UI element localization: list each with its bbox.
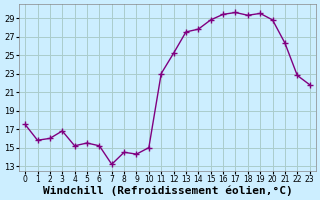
X-axis label: Windchill (Refroidissement éolien,°C): Windchill (Refroidissement éolien,°C) — [43, 185, 292, 196]
